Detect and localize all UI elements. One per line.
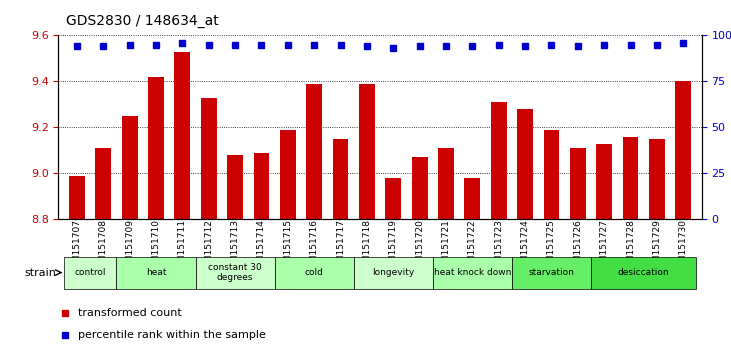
Bar [596,143,612,219]
Bar [122,116,137,219]
Text: GSM151710: GSM151710 [151,219,161,274]
FancyBboxPatch shape [116,257,196,289]
Text: GSM151707: GSM151707 [72,219,81,274]
Bar [438,148,454,219]
FancyBboxPatch shape [64,257,116,289]
Text: GSM151725: GSM151725 [547,219,556,274]
Bar [491,102,507,219]
Text: control: control [75,268,106,277]
Bar [385,178,401,219]
Bar [333,139,349,219]
Text: GSM151718: GSM151718 [363,219,371,274]
Bar [544,130,559,219]
FancyBboxPatch shape [275,257,354,289]
Bar [570,148,586,219]
Text: GSM151724: GSM151724 [520,219,530,274]
Text: GSM151727: GSM151727 [599,219,609,274]
Text: GSM151709: GSM151709 [125,219,135,274]
Text: GDS2830 / 148634_at: GDS2830 / 148634_at [66,14,219,28]
Text: GSM151713: GSM151713 [230,219,240,274]
Text: cold: cold [305,268,324,277]
Bar [175,52,190,219]
Text: GSM151726: GSM151726 [573,219,583,274]
Text: desiccation: desiccation [618,268,670,277]
Text: GSM151715: GSM151715 [284,219,292,274]
Bar [675,81,692,219]
Bar [464,178,480,219]
Bar [201,97,216,219]
Text: heat: heat [145,268,166,277]
Text: GSM151711: GSM151711 [178,219,187,274]
FancyBboxPatch shape [196,257,275,289]
Bar [412,157,428,219]
Bar [227,155,243,219]
Text: GSM151729: GSM151729 [653,219,662,274]
Text: GSM151716: GSM151716 [310,219,319,274]
Bar [95,148,111,219]
Text: GSM151720: GSM151720 [415,219,424,274]
Text: transformed count: transformed count [77,308,181,318]
Text: GSM151719: GSM151719 [389,219,398,274]
Text: strain: strain [24,268,56,278]
FancyBboxPatch shape [512,257,591,289]
Bar [306,84,322,219]
Bar [359,84,375,219]
Bar [623,137,638,219]
Bar [148,77,164,219]
Text: starvation: starvation [529,268,575,277]
Text: percentile rank within the sample: percentile rank within the sample [77,330,265,340]
Text: GSM151723: GSM151723 [494,219,503,274]
Bar [254,153,270,219]
FancyBboxPatch shape [433,257,512,289]
Text: GSM151721: GSM151721 [442,219,450,274]
Bar [649,139,665,219]
Text: GSM151714: GSM151714 [257,219,266,274]
Bar [518,109,533,219]
Bar [69,176,85,219]
FancyBboxPatch shape [354,257,433,289]
Text: longevity: longevity [372,268,414,277]
Text: GSM151708: GSM151708 [99,219,107,274]
Text: heat knock down: heat knock down [433,268,511,277]
Text: GSM151730: GSM151730 [679,219,688,274]
Text: GSM151728: GSM151728 [626,219,635,274]
Text: GSM151722: GSM151722 [468,219,477,274]
FancyBboxPatch shape [591,257,697,289]
Bar [280,130,296,219]
Text: constant 30
degrees: constant 30 degrees [208,263,262,282]
Text: GSM151717: GSM151717 [336,219,345,274]
Text: GSM151712: GSM151712 [204,219,213,274]
